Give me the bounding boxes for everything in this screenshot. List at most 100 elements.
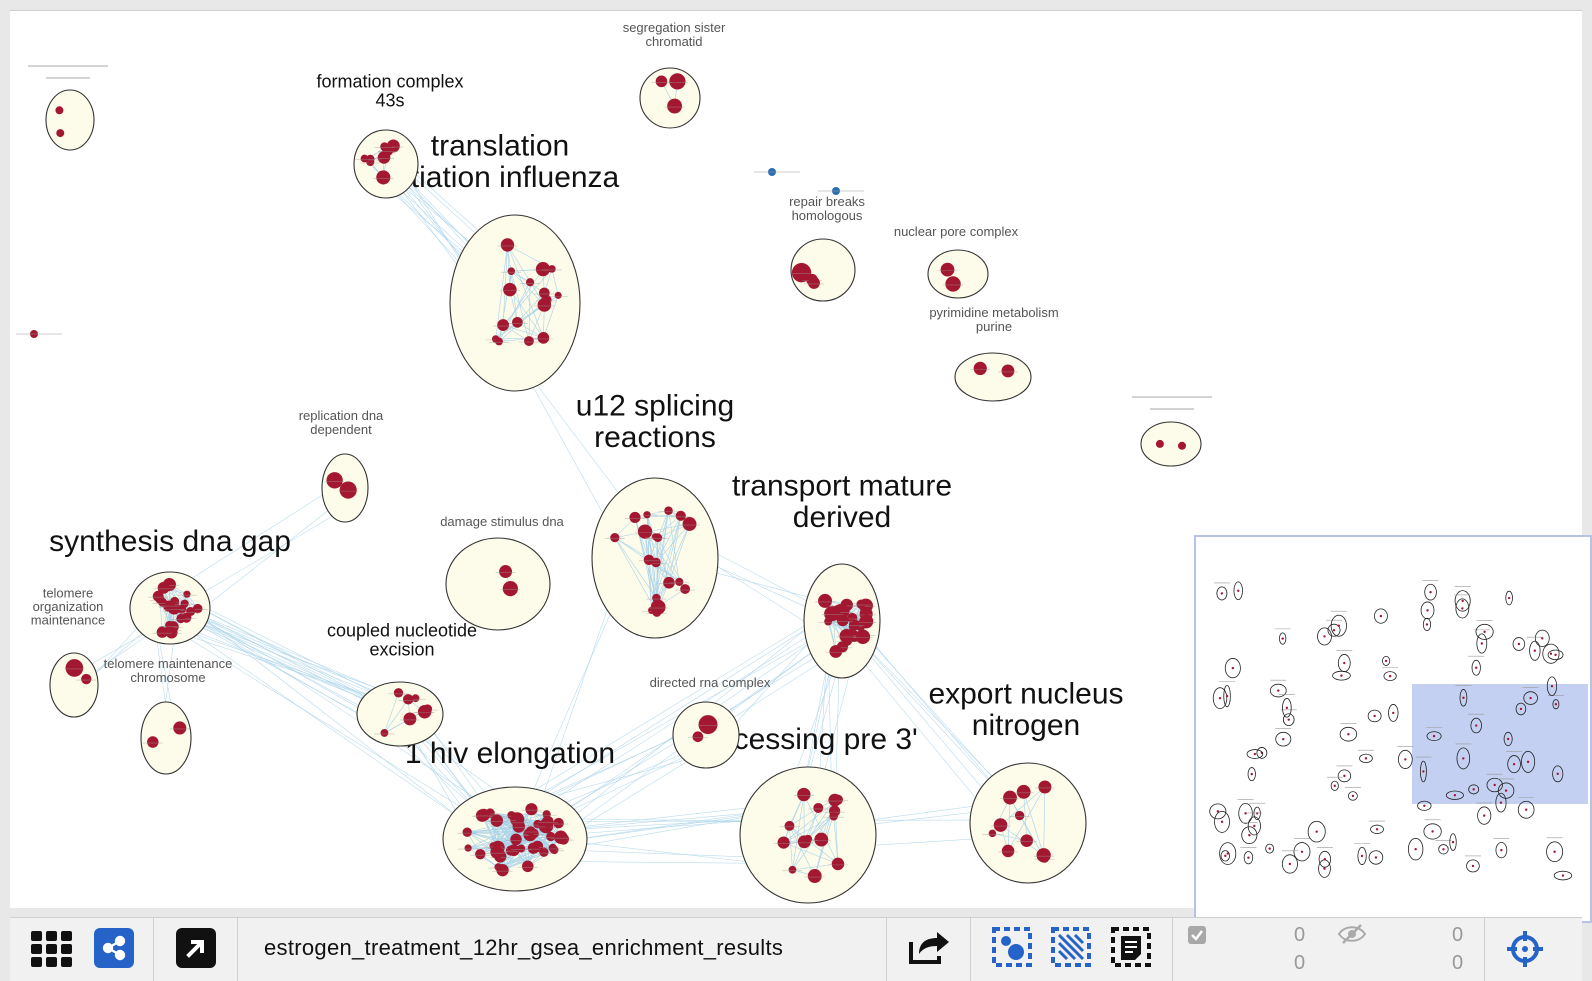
gene-set-node[interactable]: [464, 844, 471, 851]
gene-set-node[interactable]: [147, 736, 159, 748]
gene-set-node[interactable]: [669, 73, 685, 89]
gene-set-node[interactable]: [173, 721, 186, 734]
gene-set-node[interactable]: [495, 338, 503, 346]
gene-set-node[interactable]: [526, 826, 535, 835]
gene-set-node[interactable]: [699, 715, 718, 734]
gene-set-node[interactable]: [381, 729, 389, 737]
gene-set-node[interactable]: [1001, 364, 1014, 377]
gene-set-node[interactable]: [496, 864, 508, 876]
gene-set-node[interactable]: [517, 845, 525, 853]
gene-set-node[interactable]: [490, 846, 503, 859]
gene-set-node[interactable]: [478, 809, 490, 821]
gene-set-node[interactable]: [181, 600, 189, 608]
gene-set-node[interactable]: [989, 830, 997, 838]
gene-set-node[interactable]: [81, 674, 91, 684]
gene-set-node[interactable]: [789, 866, 797, 874]
gene-set-node[interactable]: [522, 860, 534, 872]
gene-set-node[interactable]: [785, 821, 795, 831]
network-navigator[interactable]: [1194, 535, 1592, 923]
gene-set-node[interactable]: [1156, 440, 1164, 448]
grid-icon[interactable]: [28, 926, 76, 972]
gene-set-node[interactable]: [528, 842, 539, 853]
gene-set-node[interactable]: [643, 511, 650, 518]
expand-arrow-icon[interactable]: [176, 928, 216, 968]
gene-set-node[interactable]: [829, 645, 842, 658]
gene-set-node[interactable]: [610, 533, 619, 542]
gene-set-node[interactable]: [941, 263, 955, 277]
gene-set-node[interactable]: [638, 524, 652, 538]
gene-set-node[interactable]: [1002, 845, 1015, 858]
cluster[interactable]: damage stimulus dna: [440, 514, 564, 630]
gene-set-node[interactable]: [1020, 834, 1033, 847]
gene-set-node[interactable]: [828, 794, 841, 807]
gene-set-node[interactable]: [808, 869, 822, 883]
gene-set-node[interactable]: [542, 816, 554, 828]
gene-set-node[interactable]: [644, 555, 654, 565]
gene-set-node[interactable]: [676, 511, 686, 521]
gene-set-node[interactable]: [829, 812, 838, 821]
gene-set-node[interactable]: [797, 788, 810, 801]
gene-set-node[interactable]: [512, 317, 523, 328]
gene-set-node[interactable]: [1036, 848, 1050, 862]
gene-set-node[interactable]: [824, 618, 832, 626]
gene-set-node[interactable]: [549, 844, 557, 852]
cluster[interactable]: 1 hiv elongation: [405, 737, 615, 891]
gene-set-node[interactable]: [1003, 791, 1017, 805]
gene-set-node[interactable]: [186, 607, 195, 616]
gene-set-node[interactable]: [1038, 780, 1051, 793]
gene-set-node[interactable]: [667, 99, 682, 114]
gene-set-node[interactable]: [418, 705, 431, 718]
gene-set-node[interactable]: [380, 142, 388, 150]
gene-set-node[interactable]: [394, 688, 403, 697]
gene-set-node[interactable]: [818, 594, 832, 608]
gene-set-node[interactable]: [524, 336, 534, 346]
gene-set-node[interactable]: [56, 129, 64, 137]
gene-set-node[interactable]: [629, 512, 640, 523]
gene-set-node[interactable]: [693, 731, 704, 742]
gene-set-node[interactable]: [538, 298, 552, 312]
gene-set-node[interactable]: [525, 803, 537, 815]
gene-set-node[interactable]: [475, 849, 485, 859]
gene-set-node[interactable]: [55, 106, 63, 114]
select-annotations-icon[interactable]: [1110, 926, 1152, 968]
gene-set-node[interactable]: [158, 582, 170, 594]
gene-set-node[interactable]: [778, 836, 790, 848]
share-icon[interactable]: [94, 928, 134, 968]
gene-set-node[interactable]: [538, 332, 550, 344]
gene-set-node[interactable]: [664, 506, 673, 515]
gene-set-node[interactable]: [462, 827, 471, 836]
gene-set-node[interactable]: [849, 619, 860, 630]
gene-set-node[interactable]: [361, 155, 369, 163]
gene-set-node[interactable]: [974, 362, 987, 375]
gene-set-node[interactable]: [1017, 785, 1031, 799]
gene-set-node[interactable]: [832, 858, 845, 871]
gene-set-node[interactable]: [66, 659, 84, 677]
gene-set-node[interactable]: [680, 584, 690, 594]
gene-set-node[interactable]: [814, 833, 828, 847]
gene-set-node[interactable]: [536, 262, 550, 276]
gene-set-node[interactable]: [555, 292, 562, 299]
select-edges-icon[interactable]: [1050, 926, 1092, 968]
gene-set-node[interactable]: [1178, 442, 1186, 450]
gene-set-node[interactable]: [945, 276, 960, 291]
gene-set-node[interactable]: [1015, 811, 1024, 820]
gene-set-node[interactable]: [526, 278, 534, 286]
gene-set-node[interactable]: [813, 803, 823, 813]
gene-set-node[interactable]: [548, 265, 556, 273]
gene-set-node[interactable]: [653, 533, 662, 542]
gene-set-node[interactable]: [857, 600, 866, 609]
gene-set-node[interactable]: [165, 601, 174, 610]
gene-set-node[interactable]: [403, 694, 413, 704]
gene-set-node[interactable]: [546, 832, 555, 841]
gene-set-node[interactable]: [183, 591, 190, 598]
gene-set-node[interactable]: [165, 621, 174, 630]
select-nodes-icon[interactable]: [991, 926, 1033, 968]
